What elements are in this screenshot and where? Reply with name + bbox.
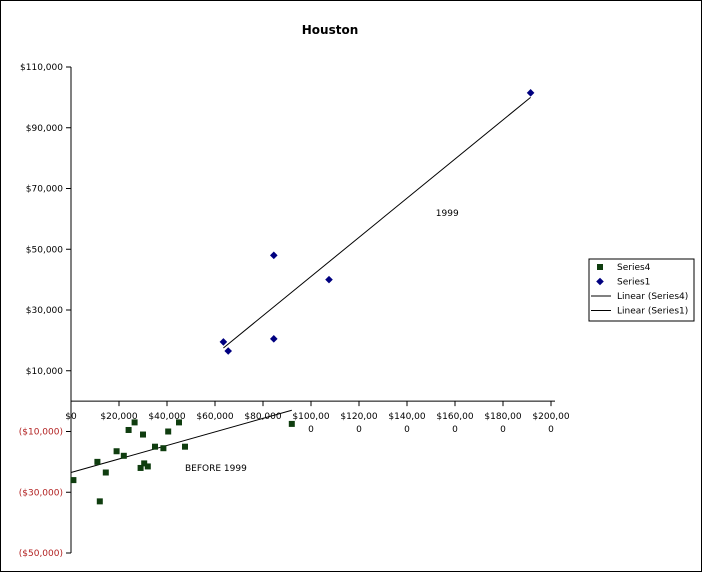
legend-square-marker <box>597 264 603 270</box>
x-axis: $0 $20,000 $40,000 $60,000 $80,000 $100,00 0 $1… <box>65 400 570 435</box>
x-tick-label: $60,000 <box>196 412 233 422</box>
series4-point <box>160 445 167 452</box>
y-tick-label: $50,000 <box>26 245 63 255</box>
y-tick-label: ($10,000) <box>19 428 63 438</box>
y-tick-label: ($30,000) <box>19 488 63 498</box>
y-tick-label: $70,000 <box>26 185 63 195</box>
x-tick-label-wrap: 0 <box>548 425 554 435</box>
legend-diamond-marker <box>596 277 604 286</box>
x-tick-label-wrap: 0 <box>404 425 410 435</box>
legend-label: Linear (Series1) <box>617 307 688 317</box>
series1-point <box>325 275 333 284</box>
series4-point <box>113 448 120 455</box>
y-tick-label: $10,000 <box>26 367 63 377</box>
x-tick-label: $140,00 <box>388 412 425 422</box>
y-tick-label: $90,000 <box>26 124 63 134</box>
x-tick-label-wrap: 0 <box>356 425 362 435</box>
series4-point <box>120 452 127 459</box>
legend-label: Linear (Series4) <box>617 292 688 302</box>
series1-point <box>270 251 278 260</box>
x-tick-label: $200,00 <box>532 412 569 422</box>
series4-point <box>165 428 172 435</box>
x-tick-label: $100,00 <box>292 412 329 422</box>
y-tick-label: ($50,000) <box>19 549 63 559</box>
x-tick-label-wrap: 0 <box>452 425 458 435</box>
trendline <box>70 409 292 473</box>
series1-point <box>270 335 278 343</box>
series1-point <box>219 338 228 346</box>
trendline <box>223 96 531 349</box>
series4-point <box>152 443 158 450</box>
series4-point <box>131 419 138 426</box>
trendlines <box>70 96 531 473</box>
legend-label: Series1 <box>617 278 650 288</box>
series4-point <box>140 431 146 438</box>
series1-point <box>526 89 535 97</box>
series4-point <box>176 419 182 426</box>
series4-point <box>141 460 148 467</box>
x-tick-label-wrap: 0 <box>308 425 314 435</box>
x-tick-label: $80,000 <box>244 412 281 422</box>
x-tick-label: $120,00 <box>340 412 377 422</box>
x-tick-label-wrap: 0 <box>500 425 506 435</box>
series4-point <box>102 469 109 476</box>
chart-title: Houston <box>302 23 359 37</box>
y-tick-label: $110,000 <box>20 63 63 73</box>
series4-point <box>144 463 151 470</box>
x-tick-label: $20,000 <box>100 412 137 422</box>
series4-point <box>182 443 188 450</box>
y-tick-label: $30,000 <box>26 306 63 316</box>
annotation-label: BEFORE 1999 <box>185 464 247 474</box>
x-tick-label: $160,00 <box>436 412 473 422</box>
series4-point <box>137 464 144 471</box>
annotation-label: 1999 <box>436 209 459 219</box>
series4-point <box>96 498 103 505</box>
legend-label: Series4 <box>617 263 651 273</box>
x-tick-label: $40,000 <box>148 412 185 422</box>
x-tick-label: $180,00 <box>484 412 521 422</box>
series4-point <box>125 426 132 433</box>
series1-point <box>224 347 232 355</box>
annotations: 1999 BEFORE 1999 <box>185 209 459 474</box>
y-axis: $110,000 $90,000 $70,000 $50,000 $30,000 $10,… <box>19 63 72 559</box>
series4-point <box>94 458 101 465</box>
data-points <box>70 89 535 505</box>
series4-point <box>288 420 295 427</box>
legend: Series4 Series1 Linear (Series4) Linear (Se… <box>588 258 695 322</box>
series4-point <box>70 477 77 484</box>
x-tick-label: $0 <box>65 412 77 422</box>
